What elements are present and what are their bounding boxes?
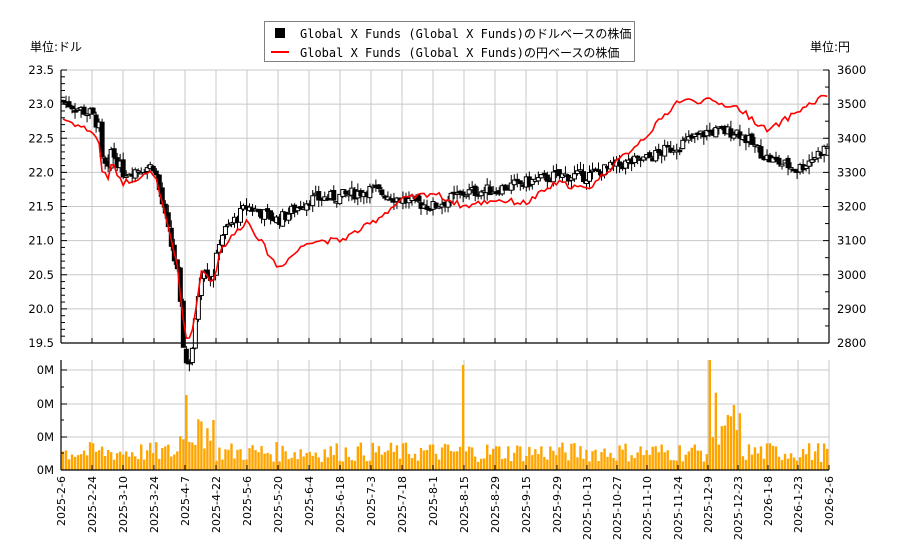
x-tick-label: 2025-8-29 bbox=[489, 476, 502, 533]
red-line-icon bbox=[271, 51, 289, 53]
right-tick-label: 3200 bbox=[837, 200, 866, 214]
left-tick-label: 22.5 bbox=[28, 131, 54, 145]
legend-jpy-label: Global X Funds (Global X Funds)の円ベースの株価 bbox=[300, 45, 620, 60]
x-tick-label: 2026-2-6 bbox=[823, 476, 836, 526]
x-tick-label: 2025-4-7 bbox=[179, 476, 192, 526]
x-tick-label: 2025-4-22 bbox=[210, 476, 223, 533]
volume-tick-label: 0M bbox=[37, 463, 54, 477]
x-tick-label: 2025-10-27 bbox=[611, 476, 624, 540]
x-tick-label: 2025-12-23 bbox=[732, 476, 745, 540]
x-tick-label: 2025-7-18 bbox=[396, 476, 409, 533]
x-axis-labels: 2025-2-6 2025-2-24 2025-3-10 2025-3-24 2025-… bbox=[55, 476, 836, 540]
legend-item-usd: Global X Funds (Global X Funds)のドルベースの株価 bbox=[271, 24, 631, 42]
left-tick-label: 23.0 bbox=[28, 97, 54, 111]
jpy-price-line bbox=[62, 94, 828, 339]
left-axis-unit: 単位:ドル bbox=[30, 40, 83, 54]
legend-usd-label: Global X Funds (Global X Funds)のドルベースの株価 bbox=[300, 26, 632, 41]
x-tick-label: 2025-9-29 bbox=[551, 476, 564, 533]
x-tick-label: 2026-1-8 bbox=[762, 476, 775, 526]
right-tick-label: 3300 bbox=[837, 165, 866, 179]
x-tick-label: 2025-2-6 bbox=[55, 476, 68, 526]
left-tick-label: 19.5 bbox=[28, 336, 54, 350]
x-tick-label: 2025-6-4 bbox=[303, 476, 316, 526]
x-tick-label: 2025-8-15 bbox=[458, 476, 471, 533]
volume-tick-label: 0M bbox=[37, 430, 54, 444]
legend-item-jpy: Global X Funds (Global X Funds)の円ベースの株価 bbox=[271, 43, 619, 61]
right-axis-labels: 2800 2900 3000 3100 3200 3300 3400 3500 3600 bbox=[837, 63, 866, 350]
usd-candlesticks bbox=[60, 95, 830, 372]
chart-axes bbox=[60, 69, 830, 471]
right-tick-label: 3100 bbox=[837, 234, 866, 248]
right-axis-unit: 単位:円 bbox=[810, 40, 851, 54]
x-tick-label: 2025-11-24 bbox=[672, 476, 685, 540]
right-tick-label: 3500 bbox=[837, 97, 866, 111]
x-tick-label: 2025-5-6 bbox=[241, 476, 254, 526]
x-tick-label: 2025-3-10 bbox=[117, 476, 130, 533]
volume-axis-labels: 0M 0M 0M 0M bbox=[37, 363, 54, 477]
left-axis-labels: 19.5 20.0 20.5 21.0 21.5 22.0 22.5 23.0 23.5 bbox=[28, 63, 54, 350]
right-tick-label: 2800 bbox=[837, 336, 866, 350]
right-tick-label: 3600 bbox=[837, 63, 866, 77]
x-tick-label: 2025-5-20 bbox=[272, 476, 285, 533]
left-tick-label: 21.0 bbox=[28, 234, 54, 248]
x-tick-label: 2025-10-13 bbox=[581, 476, 594, 540]
right-tick-label: 2900 bbox=[837, 302, 866, 316]
left-tick-label: 21.5 bbox=[28, 200, 54, 214]
right-tick-label: 3000 bbox=[837, 268, 866, 282]
left-tick-label: 22.0 bbox=[28, 165, 54, 179]
volume-tick-label: 0M bbox=[37, 363, 54, 377]
x-tick-label: 2025-9-15 bbox=[520, 476, 533, 533]
x-tick-label: 2025-3-24 bbox=[148, 476, 161, 533]
black-square-icon bbox=[275, 28, 285, 38]
x-tick-label: 2025-7-3 bbox=[365, 476, 378, 526]
chart-legend: Global X Funds (Global X Funds)のドルベースの株価… bbox=[264, 21, 635, 62]
x-tick-label: 2025-11-10 bbox=[641, 476, 654, 540]
x-tick-label: 2026-1-23 bbox=[792, 476, 805, 533]
x-tick-label: 2025-12-9 bbox=[702, 476, 715, 533]
left-tick-label: 23.5 bbox=[28, 63, 54, 77]
left-tick-label: 20.0 bbox=[28, 302, 54, 316]
right-tick-label: 3400 bbox=[837, 131, 866, 145]
x-tick-label: 2025-8-1 bbox=[427, 476, 440, 526]
x-tick-label: 2025-6-18 bbox=[334, 476, 347, 533]
volume-tick-label: 0M bbox=[37, 397, 54, 411]
volume-bars bbox=[61, 360, 829, 470]
x-tick-label: 2025-2-24 bbox=[86, 476, 99, 533]
left-tick-label: 20.5 bbox=[28, 268, 54, 282]
